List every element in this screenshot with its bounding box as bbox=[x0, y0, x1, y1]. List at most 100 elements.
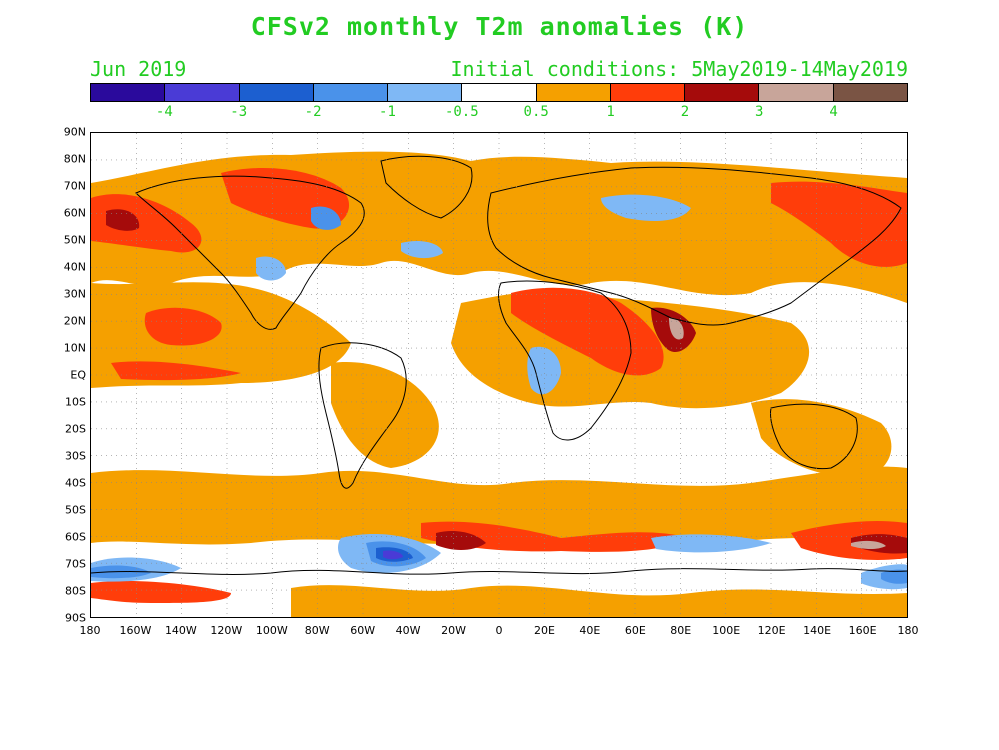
colorbar-label: -4 bbox=[155, 104, 173, 120]
anomaly-patch bbox=[311, 206, 341, 230]
longitude-label: 140W bbox=[164, 624, 197, 637]
colorbar-segment bbox=[610, 84, 686, 101]
anomaly-patch bbox=[91, 282, 351, 388]
longitude-label: 180 bbox=[79, 624, 101, 637]
anomaly-patch bbox=[751, 399, 892, 478]
colorbar-segment bbox=[239, 84, 314, 101]
anomaly-patch bbox=[256, 256, 286, 281]
latitude-label: 30N bbox=[63, 287, 86, 301]
colorbar-segment bbox=[685, 84, 760, 101]
anomaly-patch bbox=[91, 194, 202, 253]
longitude-label: 60W bbox=[350, 624, 376, 637]
longitude-label: 40W bbox=[395, 624, 421, 637]
longitude-label: 60E bbox=[624, 624, 646, 637]
latitude-label: 10S bbox=[65, 395, 86, 409]
colorbar-label: 2 bbox=[680, 104, 690, 120]
latitude-label: 40S bbox=[65, 476, 86, 490]
colorbar-segment bbox=[91, 84, 166, 101]
anomaly-patch bbox=[91, 466, 907, 547]
colorbar-label: 3 bbox=[755, 104, 764, 120]
forecast-month: Jun 2019 bbox=[90, 57, 187, 81]
latitude-label: EQ bbox=[70, 368, 86, 382]
anomaly-patch bbox=[651, 534, 771, 553]
latitude-label: 10N bbox=[63, 341, 86, 355]
colorbar-segment bbox=[313, 84, 389, 101]
longitude-label: 160W bbox=[119, 624, 152, 637]
longitude-label: 0 bbox=[495, 624, 503, 637]
colorbar-segment bbox=[833, 84, 907, 101]
colorbar-label: 4 bbox=[829, 104, 838, 120]
colorbar-segment bbox=[536, 84, 611, 101]
latitude-label: 20S bbox=[65, 422, 86, 436]
colorbar-segment bbox=[462, 84, 537, 101]
latitude-label: 70S bbox=[65, 557, 86, 571]
colorbar-label: 0.5 bbox=[523, 104, 549, 120]
colorbar-segment bbox=[759, 84, 834, 101]
map-svg bbox=[91, 133, 907, 617]
longitude-label: 20E bbox=[533, 624, 555, 637]
latitude-label: 30S bbox=[65, 449, 86, 463]
coastline bbox=[380, 155, 473, 219]
anomaly-patch bbox=[527, 346, 561, 395]
longitude-label: 80E bbox=[670, 624, 692, 637]
anomaly-patch bbox=[601, 194, 691, 221]
colorbar-label: -0.5 bbox=[444, 104, 479, 120]
anomaly-patch bbox=[106, 209, 140, 231]
anomaly-map bbox=[90, 132, 908, 618]
colorbar-label: -1 bbox=[379, 104, 396, 120]
longitude-label: 140E bbox=[803, 624, 832, 637]
longitude-label: 40E bbox=[579, 624, 601, 637]
longitude-label: 80W bbox=[304, 624, 330, 637]
coastline bbox=[91, 568, 907, 575]
longitude-label: 160E bbox=[848, 624, 877, 637]
anomaly-patch bbox=[881, 569, 907, 584]
latitude-label: 50S bbox=[65, 503, 86, 517]
coastline bbox=[135, 175, 365, 330]
longitude-label: 100E bbox=[712, 624, 741, 637]
anomaly-patch bbox=[436, 531, 486, 550]
anomaly-fields bbox=[91, 151, 907, 617]
longitude-label: 100W bbox=[255, 624, 288, 637]
anomaly-patch bbox=[401, 241, 443, 259]
colorbar-segment bbox=[388, 84, 463, 101]
anomaly-patch bbox=[851, 540, 886, 550]
latitude-label: 40N bbox=[63, 260, 86, 274]
latitude-label: 70N bbox=[63, 179, 86, 193]
initial-conditions: Initial conditions: 5May2019-14May2019 bbox=[450, 57, 908, 81]
colorbar-label: -3 bbox=[230, 104, 248, 120]
coastline bbox=[487, 166, 902, 326]
anomaly-patch bbox=[511, 287, 664, 376]
longitude-label: 120W bbox=[210, 624, 243, 637]
anomaly-patch bbox=[331, 362, 439, 468]
anomaly-patch bbox=[669, 317, 684, 340]
latitude-label: 20N bbox=[63, 314, 86, 328]
latitude-label: 80N bbox=[63, 152, 86, 166]
anomaly-patch bbox=[771, 181, 907, 267]
latitude-label: 80S bbox=[65, 584, 86, 598]
anomaly-patch bbox=[144, 307, 222, 346]
colorbar-label: -2 bbox=[304, 104, 322, 120]
coastline bbox=[770, 403, 858, 470]
latitude-label: 50N bbox=[63, 233, 86, 247]
latitude-label: 60N bbox=[63, 206, 86, 220]
coastline bbox=[498, 280, 632, 441]
latitude-label: 90N bbox=[63, 125, 86, 139]
colorbar-segment bbox=[165, 84, 240, 101]
latitude-label: 60S bbox=[65, 530, 86, 544]
coastlines bbox=[91, 155, 907, 575]
anomaly-patch bbox=[291, 585, 907, 617]
anomaly-patch bbox=[91, 151, 907, 303]
longitude-label: 180 bbox=[897, 624, 919, 637]
anomaly-patch bbox=[91, 581, 231, 603]
longitude-label: 20W bbox=[441, 624, 466, 637]
anomaly-patch bbox=[421, 521, 691, 552]
anomaly-patch bbox=[383, 550, 403, 560]
coastline bbox=[318, 342, 407, 489]
anomaly-patch bbox=[111, 361, 241, 381]
colorbar bbox=[90, 83, 908, 102]
map-title: CFSv2 monthly T2m anomalies (K) bbox=[250, 12, 749, 41]
latitude-label: 90S bbox=[65, 611, 86, 625]
graticule bbox=[91, 133, 907, 617]
longitude-label: 120E bbox=[757, 624, 786, 637]
colorbar-label: 1 bbox=[606, 104, 615, 120]
